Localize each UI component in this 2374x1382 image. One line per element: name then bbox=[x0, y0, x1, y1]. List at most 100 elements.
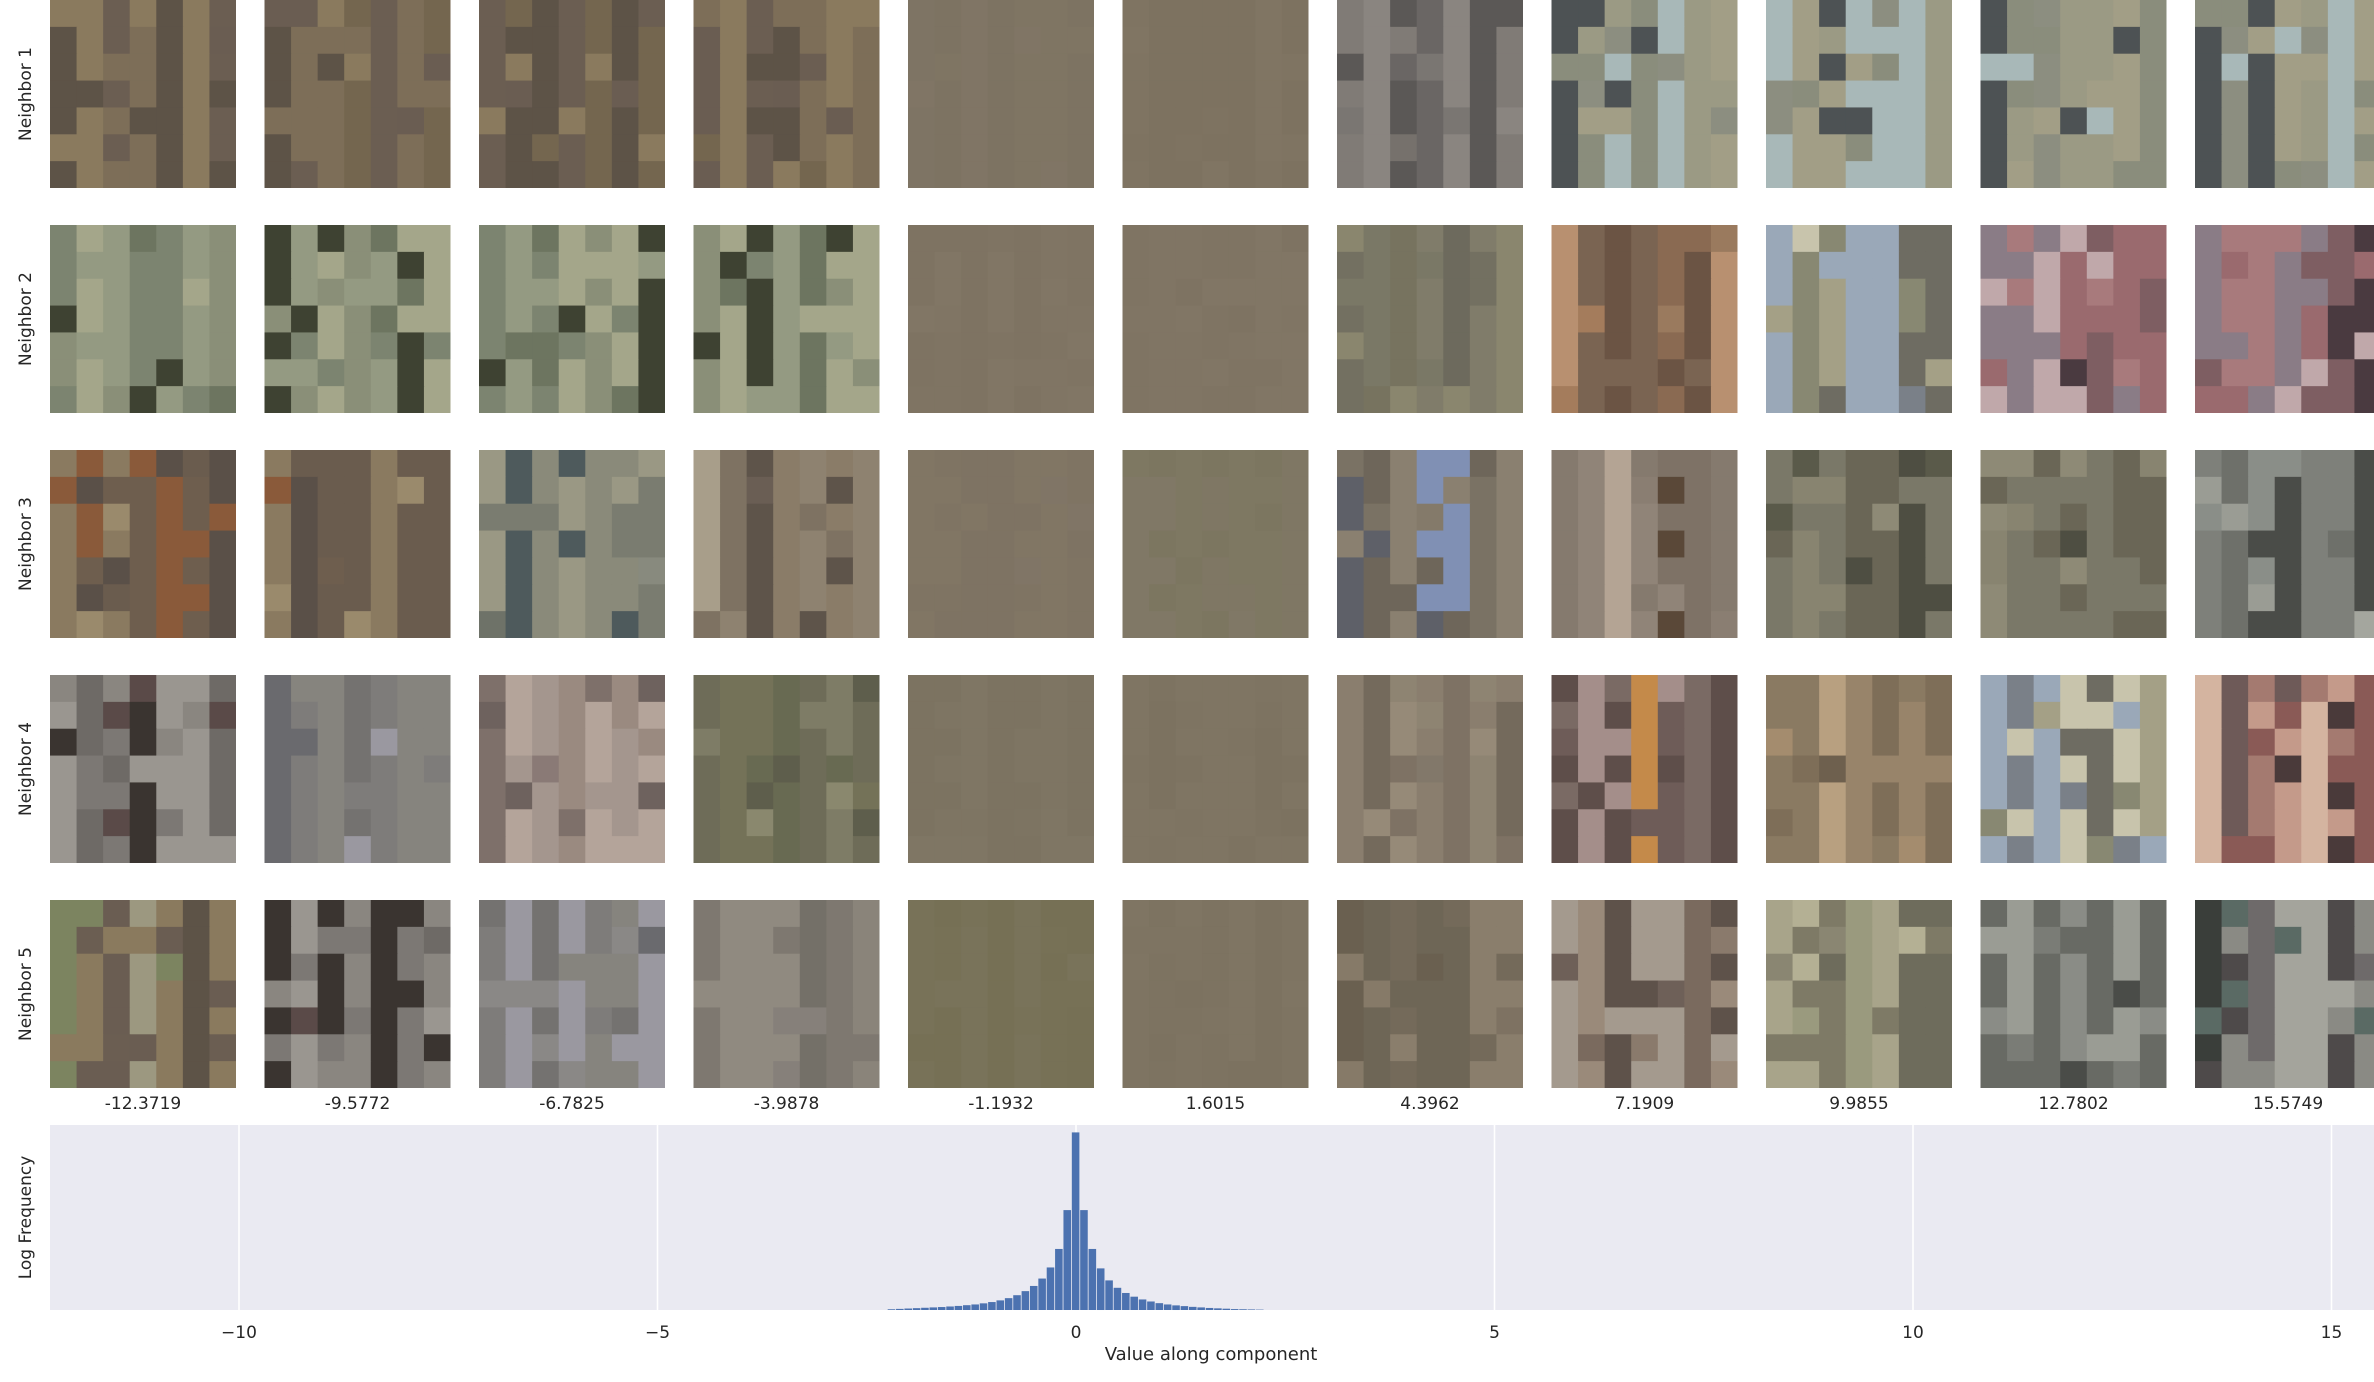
image-pixel bbox=[720, 305, 748, 334]
image-pixel bbox=[1255, 359, 1283, 387]
image-pixel bbox=[1443, 900, 1471, 928]
image-pixel bbox=[2113, 530, 2141, 559]
image-pixel bbox=[2007, 251, 2035, 280]
neighbor-image bbox=[264, 225, 451, 413]
image-pixel bbox=[50, 134, 78, 162]
image-pixel bbox=[638, 755, 665, 784]
image-pixel bbox=[1925, 900, 1952, 928]
image-pixel bbox=[317, 675, 345, 703]
image-pixel bbox=[1845, 225, 1873, 253]
image-pixel bbox=[1684, 755, 1712, 784]
image-pixel bbox=[291, 1061, 319, 1088]
image-pixel bbox=[505, 332, 533, 360]
image-pixel bbox=[317, 755, 345, 784]
image-pixel bbox=[103, 251, 131, 280]
image-pixel bbox=[611, 675, 640, 703]
image-pixel bbox=[1578, 782, 1606, 810]
image-pixel bbox=[2301, 900, 2329, 928]
image-pixel bbox=[611, 611, 640, 638]
image-pixel bbox=[1819, 675, 1847, 703]
image-pixel bbox=[397, 225, 425, 253]
image-pixel bbox=[1631, 926, 1659, 955]
image-pixel bbox=[1122, 161, 1150, 188]
image-pixel bbox=[1443, 503, 1471, 532]
image-pixel bbox=[934, 675, 962, 703]
image-pixel bbox=[344, 332, 372, 360]
image-pixel bbox=[1202, 980, 1230, 1009]
image-pixel bbox=[987, 359, 1015, 387]
image-pixel bbox=[1014, 26, 1042, 55]
image-pixel bbox=[826, 161, 854, 188]
image-pixel bbox=[1040, 476, 1069, 505]
image-pixel bbox=[1766, 0, 1794, 28]
image-pixel bbox=[344, 782, 372, 810]
image-pixel bbox=[611, 134, 640, 162]
image-pixel bbox=[182, 134, 211, 162]
image-pixel bbox=[2007, 26, 2035, 55]
image-pixel bbox=[291, 359, 319, 387]
image-pixel bbox=[1551, 675, 1579, 703]
image-pixel bbox=[2327, 1007, 2356, 1035]
image-pixel bbox=[1202, 611, 1230, 638]
image-pixel bbox=[423, 836, 451, 863]
image-pixel bbox=[1925, 1061, 1952, 1088]
image-pixel bbox=[2301, 836, 2329, 863]
image-pixel bbox=[264, 728, 292, 757]
image-pixel bbox=[2221, 332, 2249, 360]
histogram-bar bbox=[1088, 1248, 1097, 1310]
image-pixel bbox=[987, 980, 1015, 1009]
image-pixel bbox=[908, 359, 936, 387]
image-pixel bbox=[799, 450, 827, 478]
image-pixel bbox=[2139, 900, 2167, 928]
image-pixel bbox=[2301, 476, 2329, 505]
image-pixel bbox=[638, 953, 665, 982]
image-pixel bbox=[76, 557, 104, 585]
image-pixel bbox=[264, 926, 292, 955]
image-pixel bbox=[1845, 386, 1873, 413]
image-pixel bbox=[1551, 980, 1579, 1009]
image-pixel bbox=[1337, 450, 1365, 478]
image-pixel bbox=[2354, 900, 2374, 928]
image-pixel bbox=[2007, 476, 2035, 505]
image-pixel bbox=[397, 809, 425, 837]
image-pixel bbox=[1766, 836, 1794, 863]
image-pixel bbox=[1363, 161, 1391, 188]
image-pixel bbox=[344, 611, 372, 638]
image-pixel bbox=[2274, 926, 2302, 955]
image-pixel bbox=[2248, 53, 2276, 82]
image-pixel bbox=[826, 1061, 854, 1088]
image-pixel bbox=[2327, 836, 2356, 863]
image-pixel bbox=[2301, 107, 2329, 135]
image-pixel bbox=[156, 386, 184, 413]
image-pixel bbox=[1819, 900, 1847, 928]
image-pixel bbox=[1363, 450, 1391, 478]
image-pixel bbox=[1792, 225, 1820, 253]
image-pixel bbox=[1416, 530, 1444, 559]
image-pixel bbox=[1122, 980, 1150, 1009]
image-pixel bbox=[2086, 386, 2114, 413]
image-pixel bbox=[1578, 161, 1606, 188]
image-pixel bbox=[558, 26, 586, 55]
image-pixel bbox=[2327, 476, 2356, 505]
image-pixel bbox=[1390, 225, 1418, 253]
image-pixel bbox=[2274, 450, 2302, 478]
image-pixel bbox=[1149, 675, 1177, 703]
image-pixel bbox=[961, 1007, 989, 1035]
image-pixel bbox=[1416, 386, 1444, 413]
image-pixel bbox=[1228, 107, 1256, 135]
image-pixel bbox=[2354, 332, 2374, 360]
image-pixel bbox=[2274, 755, 2302, 784]
image-pixel bbox=[826, 900, 854, 928]
column-value-label: 1.6015 bbox=[1186, 1094, 1245, 1114]
image-pixel bbox=[693, 476, 721, 505]
image-pixel bbox=[344, 675, 372, 703]
image-pixel bbox=[1684, 836, 1712, 863]
image-pixel bbox=[209, 953, 236, 982]
image-pixel bbox=[1604, 278, 1632, 307]
image-pixel bbox=[1363, 980, 1391, 1009]
image-pixel bbox=[1980, 53, 2008, 82]
image-pixel bbox=[1551, 278, 1579, 307]
image-pixel bbox=[2248, 359, 2276, 387]
image-pixel bbox=[1014, 900, 1042, 928]
image-pixel bbox=[2195, 836, 2223, 863]
